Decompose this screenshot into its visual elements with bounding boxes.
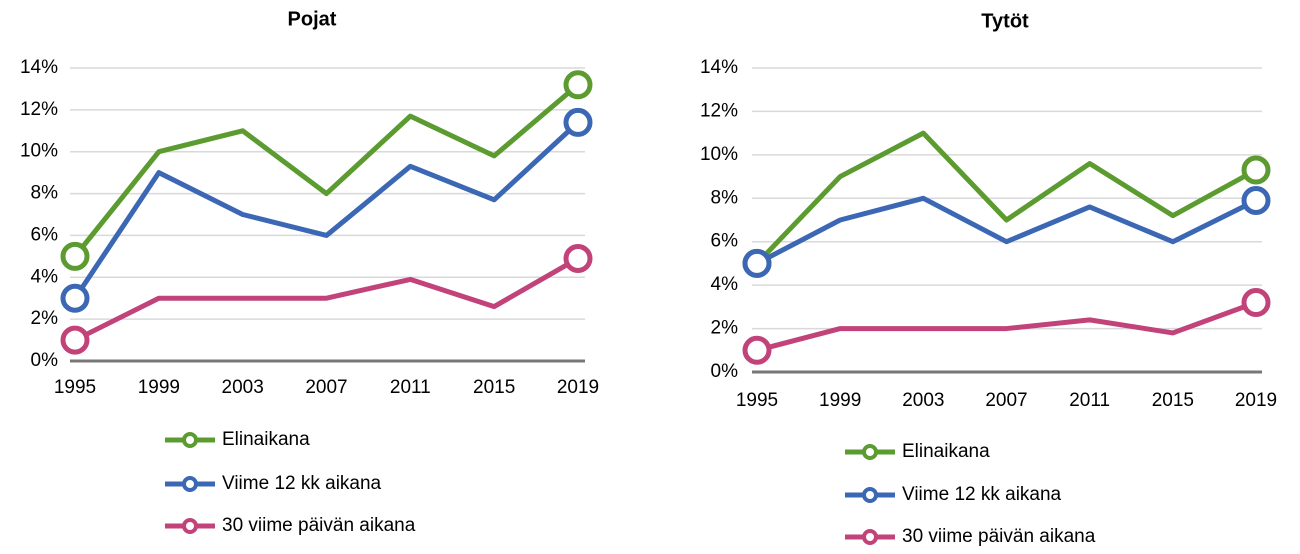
- chart-title: Pojat: [288, 8, 337, 30]
- legend-label: Elinaikana: [222, 429, 310, 450]
- x-tick-label: 2007: [985, 390, 1027, 411]
- series-line: [73, 256, 580, 343]
- legend-marker: [862, 444, 878, 460]
- end-marker: [60, 283, 90, 313]
- x-tick-label: 2011: [1069, 390, 1110, 411]
- legend-label: 30 viime päivän aikana: [222, 515, 416, 536]
- x-tick-label: 2019: [1235, 390, 1277, 411]
- legend-marker: [182, 432, 198, 448]
- legend-label: Viime 12 kk aikana: [902, 484, 1062, 505]
- end-marker: [60, 325, 90, 355]
- series-line: [73, 82, 580, 258]
- series-line: [756, 300, 1257, 353]
- x-tick-label: 2003: [902, 390, 944, 411]
- x-tick-label: 2003: [222, 377, 264, 398]
- legend-marker: [182, 476, 198, 492]
- x-tick-label: 2007: [305, 377, 347, 398]
- x-tick-label: 2015: [1152, 390, 1194, 411]
- end-marker: [742, 248, 772, 278]
- y-tick-label: 6%: [711, 231, 739, 252]
- y-tick-label: 8%: [711, 187, 739, 208]
- legend-marker: [862, 529, 878, 545]
- y-tick-label: 12%: [20, 99, 58, 120]
- y-tick-label: 12%: [700, 100, 738, 121]
- y-tick-label: 14%: [700, 57, 738, 78]
- end-marker: [60, 241, 90, 271]
- series-line: [755, 130, 1258, 266]
- y-tick-label: 0%: [711, 361, 739, 382]
- end-marker: [563, 70, 593, 100]
- x-tick-label: 1995: [54, 377, 96, 398]
- x-tick-label: 2019: [557, 377, 599, 398]
- legend-label: Viime 12 kk aikana: [222, 473, 382, 494]
- y-tick-label: 10%: [20, 141, 58, 162]
- y-tick-label: 4%: [711, 274, 739, 295]
- series-line: [72, 120, 580, 300]
- legend-label: 30 viime päivän aikana: [902, 526, 1096, 547]
- y-tick-label: 14%: [20, 57, 58, 78]
- y-tick-label: 8%: [31, 183, 59, 204]
- end-marker: [1241, 155, 1271, 185]
- x-tick-label: 1995: [736, 390, 778, 411]
- x-tick-label: 1999: [819, 390, 861, 411]
- end-marker: [742, 335, 772, 365]
- legend-label: Elinaikana: [902, 441, 990, 462]
- x-tick-label: 2011: [390, 377, 431, 398]
- y-tick-label: 2%: [31, 308, 59, 329]
- y-tick-label: 10%: [700, 144, 738, 165]
- y-tick-label: 0%: [31, 350, 59, 371]
- end-marker: [563, 243, 593, 273]
- y-tick-label: 6%: [31, 224, 59, 245]
- y-tick-label: 4%: [31, 266, 59, 287]
- chart-title: Tytöt: [981, 10, 1029, 32]
- end-marker: [563, 107, 593, 137]
- x-tick-label: 2015: [473, 377, 515, 398]
- series-line: [755, 195, 1258, 266]
- y-tick-label: 2%: [711, 318, 739, 339]
- x-tick-label: 1999: [138, 377, 180, 398]
- legend-marker: [862, 487, 878, 503]
- end-marker: [1241, 288, 1271, 318]
- end-marker: [1241, 185, 1271, 215]
- legend-marker: [182, 518, 198, 534]
